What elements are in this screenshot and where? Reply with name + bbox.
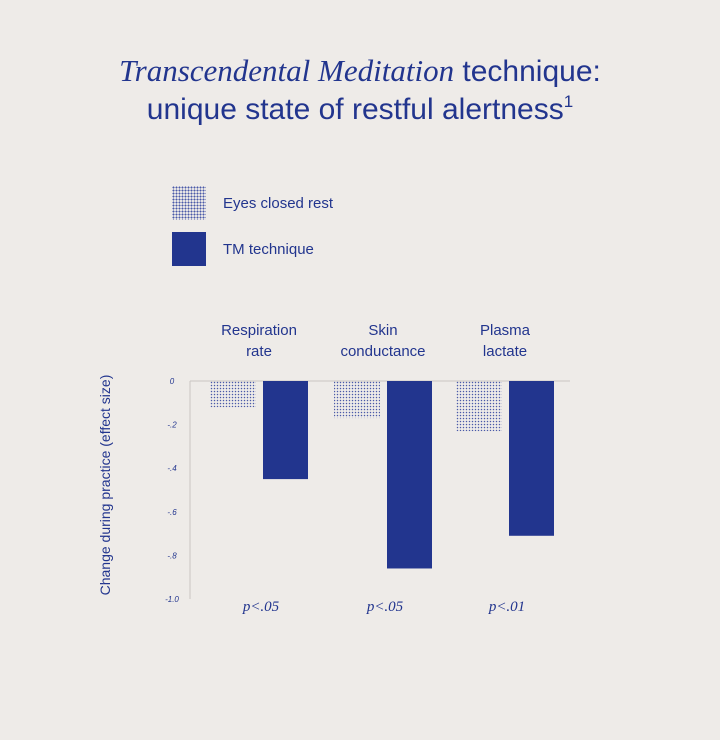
bar-tm-technique [509,381,554,536]
y-tick-label: -.6 [167,508,177,517]
legend-swatch-solid [172,232,206,266]
category-label: rate [246,343,272,360]
legend-swatch-dotted [172,186,206,220]
y-tick-label: -.2 [167,421,177,430]
p-value-label: p<.05 [242,599,280,615]
category-label: lactate [483,343,527,360]
category-label: Respiration [221,322,297,339]
p-value-label: p<.05 [366,599,404,615]
y-tick-label: 0 [170,377,175,386]
category-label: Plasma [480,322,531,339]
bar-eyes-closed-rest [456,381,502,432]
legend-item-eyes-closed: Eyes closed rest [172,186,333,220]
y-axis-label: Change during practice (effect size) [97,375,113,596]
legend: Eyes closed rest TM technique [172,186,333,278]
chart-title: Transcendental Meditation technique: uni… [0,52,720,129]
title-footnote-marker: 1 [563,92,574,111]
y-tick-label: -1.0 [165,595,179,604]
legend-label-eyes-closed: Eyes closed rest [223,194,334,212]
p-value-label: p<.01 [488,599,525,615]
title-italic: Transcendental Meditation [119,53,455,88]
bar-eyes-closed-rest [210,381,256,408]
legend-item-tm: TM technique [172,232,333,266]
bar-tm-technique [263,381,308,480]
bar-eyes-closed-rest [334,381,380,419]
category-label: Skin [368,322,397,339]
y-tick-label: -.8 [167,551,177,560]
category-label: conductance [340,343,425,360]
y-tick-label: -.4 [167,464,177,473]
title-rest-line1: technique: [454,55,601,88]
bar-tm-technique [387,381,432,569]
legend-label-tm: TM technique [223,240,314,258]
title-line2: unique state of restful alertness [146,93,564,126]
